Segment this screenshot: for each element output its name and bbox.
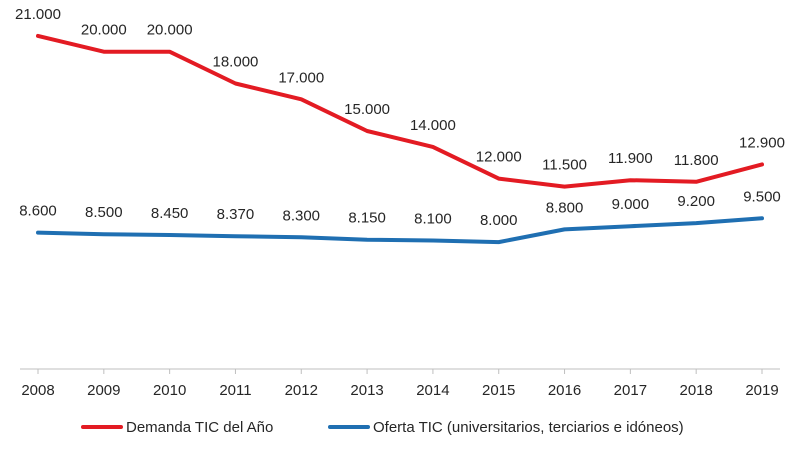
series-2-data-label: 8.600	[19, 203, 57, 220]
x-tick-label: 2019	[745, 382, 778, 399]
x-tick-label: 2008	[21, 382, 54, 399]
legend-label-1: Demanda TIC del Año	[126, 419, 273, 436]
x-tick-label: 2012	[285, 382, 318, 399]
series-2-data-label: 8.370	[217, 206, 255, 223]
series-1-data-label: 12.000	[476, 149, 522, 166]
x-tick-label: 2018	[679, 382, 712, 399]
series-1-data-label: 11.800	[674, 152, 719, 169]
series-1-data-label: 15.000	[344, 101, 390, 118]
series-2-data-label: 8.800	[546, 199, 584, 216]
series-2-data-label: 8.150	[348, 210, 386, 227]
data-labels: 21.000 20.000 20.000 18.000 17.000 15.000 14.0…	[15, 6, 785, 229]
series-line-2	[38, 218, 762, 242]
x-tick-label: 2016	[548, 382, 581, 399]
series-1-data-label: 14.000	[410, 117, 456, 134]
series-1-data-label: 20.000	[81, 22, 127, 39]
series-lines	[38, 36, 762, 242]
series-1-data-label: 11.500	[542, 157, 587, 174]
series-2-data-label: 8.100	[414, 211, 452, 228]
legend-label-2: Oferta TIC (universitarios, terciarios e…	[373, 419, 684, 436]
series-2-data-label: 8.000	[480, 212, 518, 229]
series-2-data-label: 9.500	[743, 188, 781, 205]
legend: Demanda TIC del Año Oferta TIC (universit…	[83, 419, 684, 436]
series-2-data-label: 8.300	[282, 207, 320, 224]
x-tick-label: 2010	[153, 382, 186, 399]
x-tick-label: 2014	[416, 382, 449, 399]
series-2-data-label: 9.200	[677, 193, 715, 210]
series-1-data-label: 21.000	[15, 6, 61, 23]
series-line-1	[38, 36, 762, 187]
series-2-data-label: 9.000	[612, 196, 650, 213]
x-tick-label: 2011	[219, 382, 251, 399]
x-tick-label: 2015	[482, 382, 515, 399]
x-tick-label: 2009	[87, 382, 120, 399]
series-2-data-label: 8.450	[151, 205, 189, 222]
series-1-data-label: 18.000	[213, 53, 259, 70]
series-1-data-label: 17.000	[278, 69, 324, 86]
x-axis: 2008 2009 2010 2011 2012 2013 2014 2015 2016 2017…	[20, 369, 780, 399]
series-1-data-label: 20.000	[147, 22, 193, 39]
x-tick-label: 2013	[350, 382, 383, 399]
series-1-data-label: 11.900	[608, 150, 653, 167]
series-2-data-label: 8.500	[85, 204, 123, 221]
x-tick-label: 2017	[614, 382, 647, 399]
series-1-data-label: 12.900	[739, 134, 785, 151]
